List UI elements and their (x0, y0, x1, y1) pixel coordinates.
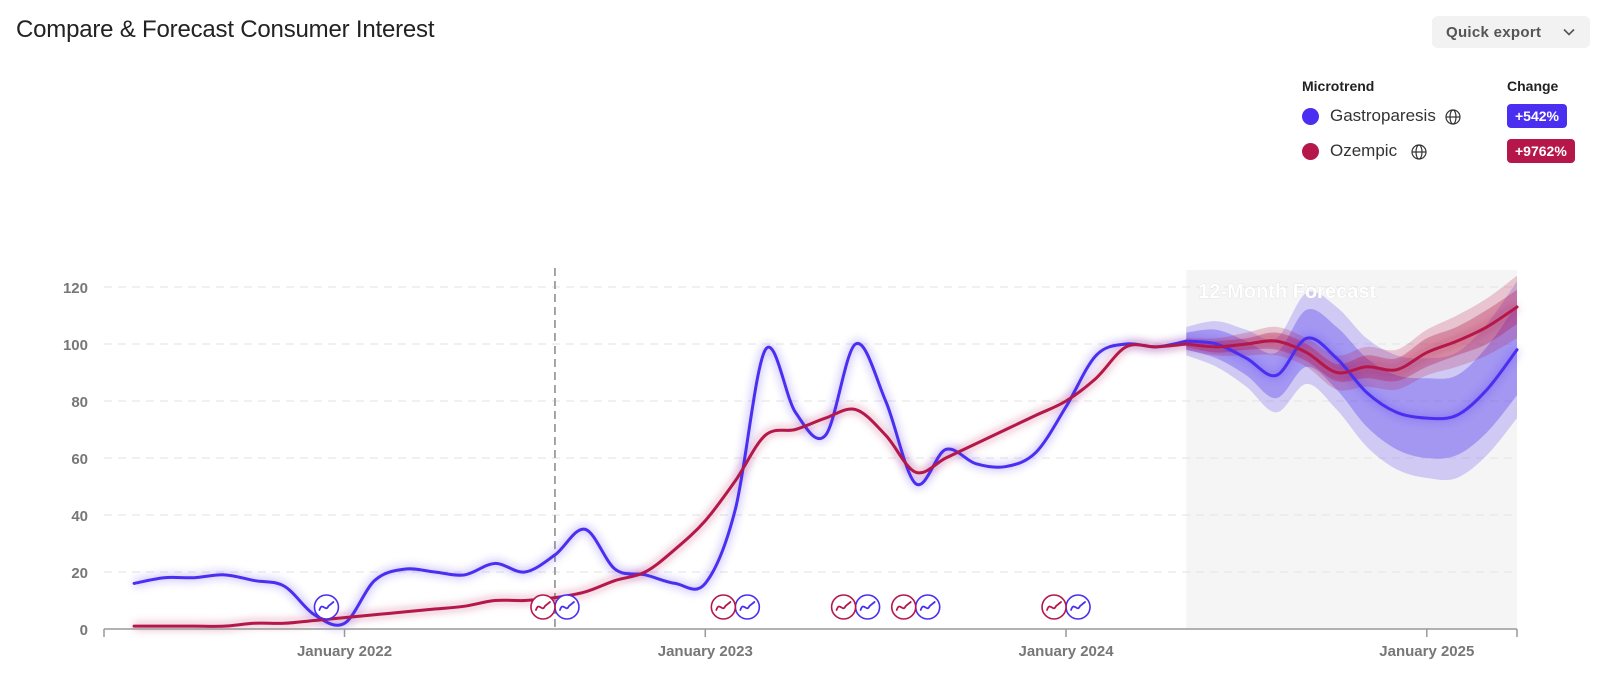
event-marker (890, 594, 917, 620)
event-marker-circle (1065, 594, 1091, 620)
event-marker (313, 594, 340, 620)
quick-export-button[interactable]: Quick export (1432, 16, 1590, 48)
forecast-line (1184, 336, 1519, 421)
legend-item-label: Ozempic (1330, 141, 1398, 160)
series-color-dot (1302, 143, 1319, 160)
globe-icon[interactable] (1444, 108, 1462, 126)
change-badge: +9762% (1507, 139, 1575, 163)
event-marker-circle (1041, 594, 1067, 620)
event-marker-circle (554, 594, 580, 620)
event-marker-circle (830, 594, 857, 620)
legend-item-gastroparesis[interactable]: Gastroparesis +542% (1302, 104, 1592, 130)
trend-icon (559, 601, 575, 611)
globe-icon[interactable] (1410, 143, 1428, 161)
forecast-line (1184, 305, 1519, 375)
trend-icon (535, 601, 551, 611)
event-marker-circle (914, 594, 941, 620)
trend-icon (919, 601, 936, 611)
trend-icon (895, 601, 912, 611)
y-tick-label: 20 (71, 565, 88, 582)
line-glow (134, 340, 1187, 631)
event-marker-circle (530, 594, 556, 620)
series-line (132, 339, 1188, 627)
event-marker (914, 594, 941, 620)
x-tick-label: January 2022 (297, 643, 392, 660)
event-marker-circle (710, 594, 737, 620)
legend-item-ozempic[interactable]: Ozempic +9762% (1302, 139, 1592, 165)
y-tick-label: 60 (71, 451, 88, 468)
change-badge: +542% (1507, 104, 1567, 128)
trend-icon (835, 601, 852, 611)
y-tick-label: 120 (63, 280, 88, 297)
trend-icon (1070, 601, 1086, 611)
trend-icon (1046, 601, 1062, 611)
event-marker (854, 594, 881, 620)
x-tick-label: January 2024 (1019, 643, 1115, 660)
forecast-band (1186, 289, 1517, 382)
event-marker (1065, 594, 1091, 620)
quick-export-label: Quick export (1446, 23, 1542, 41)
legend-item-label: Gastroparesis (1330, 106, 1436, 125)
y-tick-label: 0 (80, 622, 88, 639)
event-marker (1041, 594, 1067, 620)
event-marker-circle (734, 594, 761, 620)
event-marker (734, 594, 761, 620)
legend-header-change: Change (1507, 78, 1559, 94)
legend-header-microtrend: Microtrend (1302, 78, 1375, 94)
series-line (132, 342, 1188, 628)
event-marker (830, 594, 857, 620)
forecast-label: 12-Month Forecast (1198, 281, 1376, 303)
y-tick-label: 80 (71, 394, 88, 411)
trend-icon (859, 601, 876, 611)
trend-icon (715, 601, 732, 611)
forecast-band (1186, 275, 1517, 391)
x-tick-label: January 2023 (658, 643, 753, 660)
legend: Microtrend Change Gastroparesis +542% Oz… (1302, 78, 1592, 178)
event-marker (530, 594, 556, 620)
line-glow (133, 337, 1188, 630)
event-marker (554, 594, 580, 620)
trend-icon (739, 601, 756, 611)
event-marker-circle (313, 594, 340, 620)
event-marker-circle (854, 594, 881, 620)
chevron-down-icon (1563, 28, 1575, 36)
page-title: Compare & Forecast Consumer Interest (16, 16, 435, 43)
event-marker (710, 594, 737, 620)
y-tick-label: 100 (63, 337, 88, 354)
x-tick-label: January 2025 (1379, 643, 1474, 660)
trend-icon (318, 601, 335, 611)
forecast-region (1186, 270, 1517, 629)
event-marker-circle (890, 594, 917, 620)
series-color-dot (1302, 108, 1319, 125)
y-tick-label: 40 (71, 508, 88, 525)
